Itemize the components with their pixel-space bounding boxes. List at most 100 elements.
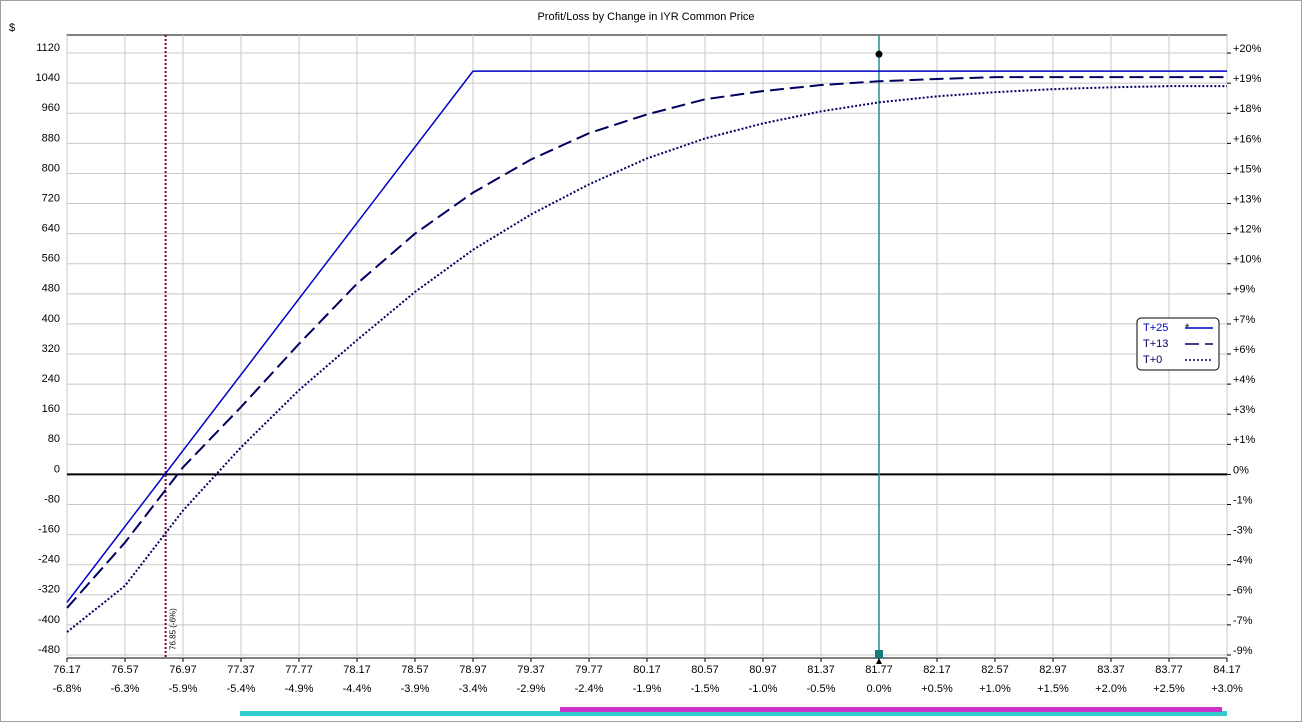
y-tick-label: 160 — [42, 403, 60, 415]
y-tick-label: -240 — [38, 554, 60, 566]
y-tick-label: 560 — [42, 253, 60, 265]
series-line — [66, 85, 1227, 633]
x-tick-percent-label: -4.9% — [285, 683, 314, 695]
y2-tick-label: +7% — [1233, 314, 1256, 326]
vertical-line-label: 76.85 (-6%) — [169, 608, 178, 650]
y2-tick-label: +3% — [1233, 404, 1256, 416]
series-line — [66, 70, 1227, 603]
x-tick-percent-label: -6.8% — [53, 683, 82, 695]
y-axis-label: $ — [9, 22, 15, 34]
legend-box — [1136, 317, 1220, 371]
y2-tick-label: +1% — [1233, 434, 1256, 446]
y2-tick-label: -7% — [1233, 615, 1253, 627]
y2-tick-label: -9% — [1233, 645, 1253, 657]
x-tick-label: 82.57 — [981, 664, 1009, 676]
x-tick-percent-label: -2.4% — [575, 683, 604, 695]
x-tick-label: 82.17 — [923, 664, 951, 676]
x-tick-percent-label: +3.0% — [1211, 683, 1243, 695]
y-tick-label: -400 — [38, 614, 60, 626]
y-tick-label: 640 — [42, 223, 60, 235]
x-tick-label: 79.77 — [575, 664, 603, 676]
y2-tick-label: -6% — [1233, 585, 1253, 597]
x-tick-percent-label: +2.0% — [1095, 683, 1127, 695]
y2-tick-label: +16% — [1233, 133, 1262, 145]
x-tick-label: 81.77 — [865, 664, 893, 676]
y2-tick-label: +10% — [1233, 254, 1262, 266]
x-tick-label: 84.17 — [1213, 664, 1241, 676]
y2-tick-label: 0% — [1233, 464, 1249, 476]
y2-tick-label: +19% — [1233, 73, 1262, 85]
y-tick-label: -160 — [38, 524, 60, 536]
x-tick-percent-label: -0.5% — [807, 683, 836, 695]
y2-tick-label: +13% — [1233, 193, 1262, 205]
y2-tick-label: +20% — [1233, 43, 1262, 55]
y-tick-label: 960 — [42, 102, 60, 114]
scroll-band — [560, 707, 1222, 712]
y2-tick-label: +18% — [1233, 103, 1262, 115]
x-tick-label: 76.97 — [169, 664, 197, 676]
x-tick-percent-label: -5.9% — [169, 683, 198, 695]
x-tick-label: 76.17 — [53, 664, 81, 676]
x-tick-percent-label: -1.9% — [633, 683, 662, 695]
legend-label: T+25 — [1143, 322, 1168, 334]
y2-tick-label: +4% — [1233, 374, 1256, 386]
legend-label: T+13 — [1143, 338, 1168, 350]
x-tick-label: 82.97 — [1039, 664, 1067, 676]
x-tick-percent-label: -3.9% — [401, 683, 430, 695]
y-tick-label: 800 — [42, 162, 60, 174]
y-tick-label: 400 — [42, 313, 60, 325]
scroll-band — [240, 711, 1227, 716]
y-tick-label: -320 — [38, 584, 60, 596]
y2-tick-label: -4% — [1233, 555, 1253, 567]
x-tick-percent-label: -2.9% — [517, 683, 546, 695]
y2-tick-label: -3% — [1233, 525, 1253, 537]
x-tick-percent-label: -3.4% — [459, 683, 488, 695]
y2-tick-label: +6% — [1233, 344, 1256, 356]
x-tick-label: 80.57 — [691, 664, 719, 676]
x-tick-percent-label: +0.5% — [921, 683, 953, 695]
y-tick-label: 0 — [54, 463, 60, 475]
x-tick-label: 80.97 — [749, 664, 777, 676]
series-line — [66, 76, 1227, 609]
y-tick-label: 480 — [42, 283, 60, 295]
x-tick-label: 83.77 — [1155, 664, 1183, 676]
x-tick-label: 78.57 — [401, 664, 429, 676]
x-tick-percent-label: -6.3% — [111, 683, 140, 695]
marks: 76.85 (-6%) — [66, 35, 1227, 664]
x-tick-percent-label: -4.4% — [343, 683, 372, 695]
y-tick-label: 880 — [42, 132, 60, 144]
y2-tick-label: +15% — [1233, 163, 1262, 175]
x-tick-label: 83.37 — [1097, 664, 1125, 676]
y-tick-label: 1040 — [36, 72, 60, 84]
x-tick-percent-label: 0.0% — [866, 683, 891, 695]
y-tick-label: 720 — [42, 192, 60, 204]
x-tick-percent-label: -1.5% — [691, 683, 720, 695]
x-tick-label: 78.17 — [343, 664, 371, 676]
y2-tick-label: +12% — [1233, 224, 1262, 236]
x-tick-label: 76.57 — [111, 664, 139, 676]
y-tick-label: 1120 — [36, 42, 60, 54]
x-tick-percent-label: -1.0% — [749, 683, 778, 695]
point-marker — [875, 50, 883, 58]
y-tick-label: -480 — [38, 644, 60, 656]
x-tick-label: 80.17 — [633, 664, 661, 676]
x-tick-label: 81.37 — [807, 664, 835, 676]
y2-tick-label: +9% — [1233, 284, 1256, 296]
x-tick-percent-label: +1.0% — [979, 683, 1011, 695]
y-tick-label: 240 — [42, 373, 60, 385]
price-marker — [875, 650, 883, 658]
legend-label: T+0 — [1143, 354, 1162, 366]
y-tick-label: 80 — [48, 433, 60, 445]
x-tick-label: 77.77 — [285, 664, 313, 676]
y-tick-label: -80 — [44, 493, 60, 505]
x-tick-percent-label: +2.5% — [1153, 683, 1185, 695]
chart-title: Profit/Loss by Change in IYR Common Pric… — [537, 11, 754, 23]
x-tick-label: 78.97 — [459, 664, 487, 676]
x-tick-label: 79.37 — [517, 664, 545, 676]
y-tick-label: 320 — [42, 343, 60, 355]
x-tick-label: 77.37 — [227, 664, 255, 676]
y2-tick-label: -1% — [1233, 494, 1253, 506]
x-tick-percent-label: -5.4% — [227, 683, 256, 695]
